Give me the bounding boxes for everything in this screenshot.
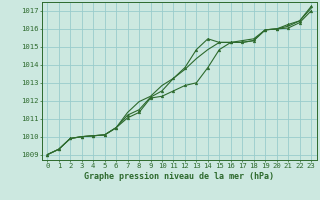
X-axis label: Graphe pression niveau de la mer (hPa): Graphe pression niveau de la mer (hPa)	[84, 172, 274, 181]
